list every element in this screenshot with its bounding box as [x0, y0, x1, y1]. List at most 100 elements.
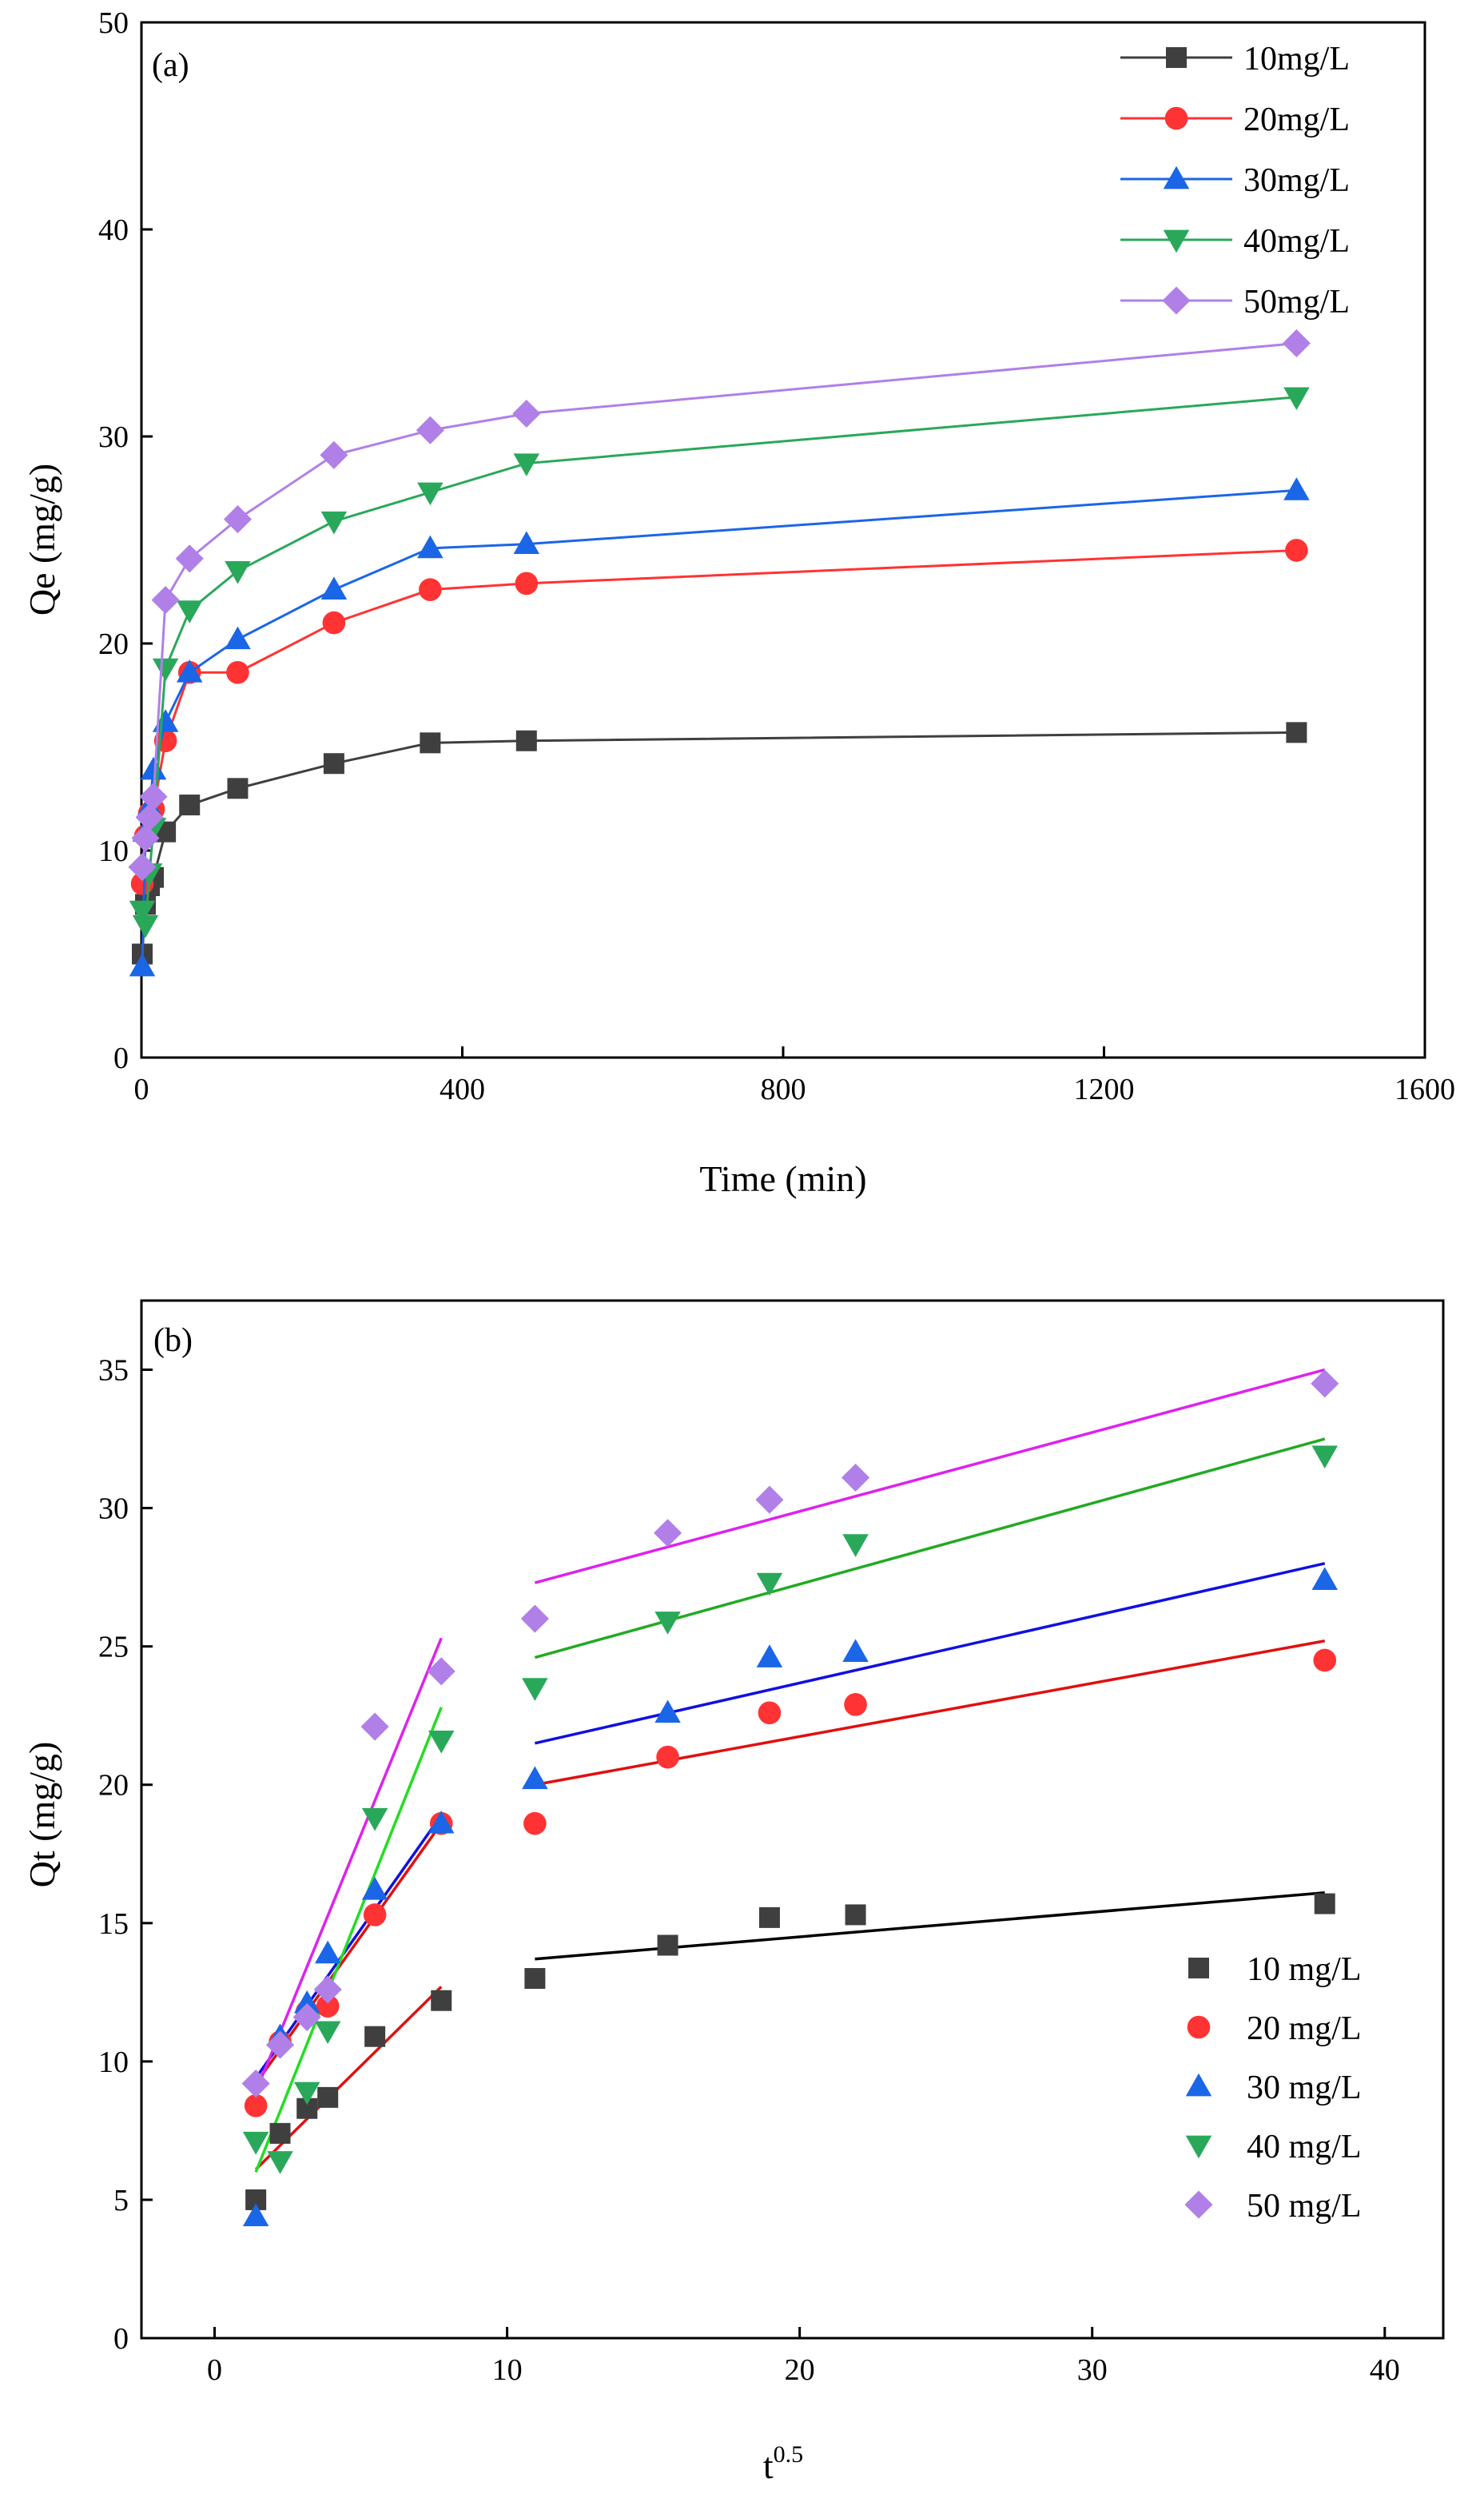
data-point	[226, 660, 249, 684]
panel-a-x-axis-title: Time (min)	[699, 1158, 866, 1199]
data-point	[364, 2026, 386, 2047]
legend-entry: 10 mg/L	[1188, 1951, 1362, 1988]
data-point	[135, 803, 164, 832]
x-tick-label: 40	[1370, 2353, 1400, 2387]
data-point	[225, 561, 251, 584]
data-point	[241, 2070, 270, 2098]
data-point	[1311, 1369, 1339, 1398]
y-tick-label: 5	[113, 2184, 129, 2217]
data-point	[1286, 722, 1307, 743]
fit-line-50 mg/L	[254, 1637, 443, 2093]
legend-label: 40mg/L	[1243, 223, 1350, 260]
data-point	[223, 505, 252, 534]
x-tick-label: 400	[440, 1073, 485, 1106]
data-point	[131, 823, 160, 853]
data-point	[844, 1693, 867, 1716]
legend-marker	[1166, 47, 1187, 68]
data-point	[520, 1604, 549, 1633]
data-point	[242, 2203, 269, 2227]
data-point	[314, 2021, 341, 2045]
series-20mg/L	[130, 539, 1308, 895]
data-point	[513, 531, 540, 555]
legend-entry: 20mg/L	[1120, 102, 1350, 138]
legend-marker	[1187, 2015, 1211, 2039]
data-point	[431, 1990, 452, 2011]
series-40 mg/L	[242, 1445, 1338, 2174]
legend-marker	[1185, 2073, 1212, 2097]
data-point	[1314, 1893, 1335, 1914]
data-point	[523, 1811, 547, 1835]
data-point	[244, 2094, 268, 2118]
data-point	[654, 1699, 681, 1723]
legend-entry: 30 mg/L	[1185, 2070, 1362, 2106]
series-10mg/L	[132, 722, 1307, 965]
legend-entry: 10mg/L	[1120, 41, 1350, 78]
y-tick-label: 0	[113, 1042, 129, 1075]
data-point	[361, 1807, 388, 1831]
data-point	[758, 1701, 782, 1725]
data-point	[323, 753, 344, 775]
data-point	[267, 2151, 293, 2174]
series-50mg/L	[128, 329, 1311, 882]
y-tick-label: 10	[98, 2046, 129, 2079]
fit-line-10 mg/L	[535, 1890, 1325, 1961]
legend-marker	[1163, 229, 1190, 253]
data-point	[522, 1678, 548, 1701]
data-point	[140, 756, 167, 780]
y-tick-label: 15	[98, 1907, 129, 1941]
y-tick-label: 10	[98, 835, 129, 868]
panel-a-label: (a)	[152, 47, 189, 84]
data-point	[756, 1644, 783, 1667]
series-30mg/L	[129, 477, 1310, 977]
legend-label: 20mg/L	[1243, 102, 1350, 138]
data-point	[1311, 1567, 1338, 1590]
data-point	[293, 1990, 320, 2014]
y-tick-label: 0	[113, 2322, 129, 2356]
panel-a-series	[128, 329, 1311, 977]
x-tick-label: 20	[785, 2353, 815, 2387]
series-line	[141, 488, 1297, 967]
x-tick-label: 0	[134, 1073, 149, 1106]
data-point	[225, 626, 251, 650]
data-point	[320, 440, 348, 469]
y-tick-label: 20	[98, 627, 129, 661]
data-point	[363, 1903, 387, 1926]
data-point	[756, 1572, 783, 1596]
fit-line-40 mg/L	[254, 1707, 443, 2173]
legend-label: 10mg/L	[1243, 41, 1350, 78]
series-line	[141, 341, 1297, 867]
data-point	[128, 853, 157, 882]
data-point	[758, 1906, 780, 1928]
data-point	[654, 1519, 682, 1548]
panel-b-y-axis-title: Qt (mg/g)	[22, 1742, 62, 1888]
data-point	[515, 730, 537, 751]
data-point	[132, 914, 159, 938]
series-line	[141, 396, 1297, 926]
data-point	[1283, 477, 1310, 500]
fit-line-40 mg/L	[534, 1437, 1326, 1659]
data-point	[320, 576, 348, 600]
data-point	[175, 544, 204, 573]
panel-b-x-axis-base: t	[763, 2445, 774, 2486]
data-point	[842, 1534, 869, 1557]
legend-entry: 50mg/L	[1120, 284, 1350, 321]
legend-marker	[1164, 106, 1188, 130]
legend-entry: 40mg/L	[1120, 223, 1350, 260]
data-point	[1311, 1445, 1338, 1469]
panel-b-diffusion-chart: 0 10 20 30 40 0 5 10 15 20 25 30 35 (b) t0.5 Qt (mg/…	[22, 1299, 1445, 2486]
data-point	[179, 795, 201, 816]
legend-marker	[1184, 2190, 1213, 2219]
data-point	[428, 1731, 455, 1754]
data-point	[176, 600, 203, 624]
x-tick-label: 1200	[1074, 1073, 1135, 1106]
data-point	[656, 1745, 679, 1769]
y-tick-label: 30	[98, 420, 129, 454]
series-50 mg/L	[241, 1369, 1339, 2098]
data-point	[1283, 387, 1310, 411]
panel-b-label: (b)	[153, 1322, 193, 1359]
data-point	[657, 1934, 678, 1956]
panel-a-legend: 10mg/L 20mg/L 30mg/L 40mg/L 50mg/L	[1120, 41, 1350, 321]
data-point	[227, 778, 249, 799]
data-point	[361, 1877, 388, 1900]
data-point	[1313, 1648, 1337, 1672]
